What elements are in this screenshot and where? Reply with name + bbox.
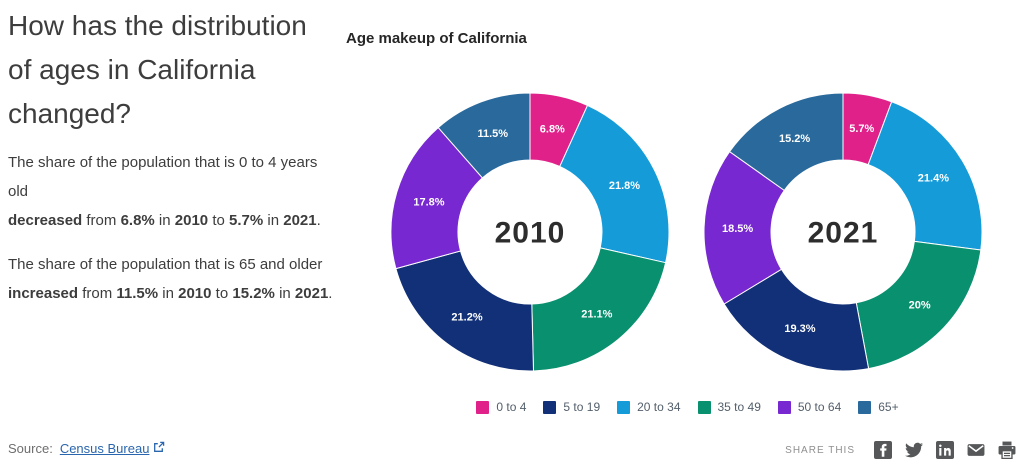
legend-label: 65+	[878, 400, 899, 414]
linkedin-icon[interactable]	[936, 441, 954, 459]
slice-value-label: 21.4%	[918, 172, 949, 184]
share-this-label: SHARE THIS	[785, 444, 855, 456]
slice-value-label: 15.2%	[779, 133, 810, 145]
slice-value-label: 17.8%	[413, 197, 444, 209]
slice-2021-20-to-34[interactable]	[867, 101, 983, 251]
legend-item-0-to-4[interactable]: 0 to 4	[476, 400, 526, 414]
external-link-icon	[153, 441, 165, 456]
page-title: How has the distribution of ages in Cali…	[8, 10, 307, 129]
slice-2010-65+[interactable]	[437, 92, 531, 179]
slice-value-label: 19.3%	[784, 323, 815, 335]
legend-label: 50 to 64	[797, 400, 842, 414]
slice-2021-35-to-49[interactable]	[855, 240, 982, 370]
legend-swatch	[543, 400, 557, 414]
twitter-icon[interactable]	[905, 441, 923, 459]
legend-label: 0 to 4	[496, 400, 527, 414]
legend-swatch	[777, 400, 791, 414]
legend-item-65+[interactable]: 65+	[858, 400, 899, 414]
slice-2010-5-to-19[interactable]	[395, 250, 535, 372]
legend-swatch	[697, 400, 711, 414]
slice-value-label: 18.5%	[722, 223, 753, 235]
chart-title: Age makeup of California	[346, 30, 527, 47]
donut-chart-2021: 5.7% 21.4% 20% 19.3% 18.5% 15.2% 2021	[703, 92, 983, 372]
slice-2010-20-to-34[interactable]	[559, 104, 670, 264]
intro-paragraph-2: The share of the population that is 65 a…	[8, 256, 333, 302]
chart-legend: 0 to 4 5 to 19 20 to 34 35 to 49 50 to 64 65+	[390, 400, 985, 414]
legend-label: 35 to 49	[717, 400, 761, 414]
slice-2021-50-to-64[interactable]	[703, 150, 785, 305]
slice-value-label: 6.8%	[540, 124, 565, 136]
legend-label: 5 to 19	[563, 400, 601, 414]
slice-value-label: 20%	[909, 299, 931, 311]
legend-item-20-to-34[interactable]: 20 to 34	[617, 400, 681, 414]
donut-svg-2021: 5.7% 21.4% 20% 19.3% 18.5% 15.2% 2021	[703, 92, 983, 372]
facebook-icon[interactable]	[874, 441, 892, 459]
legend-item-50-to-64[interactable]: 50 to 64	[777, 400, 842, 414]
intro-paragraph-1: The share of the population that is 0 to…	[8, 154, 321, 229]
donut-center-year-2021: 2021	[808, 217, 879, 250]
slice-value-label: 21.1%	[581, 308, 612, 320]
legend-swatch	[476, 400, 490, 414]
source-link[interactable]: Census Bureau	[60, 441, 166, 456]
slice-value-label: 21.2%	[451, 312, 482, 324]
slice-value-label: 11.5%	[477, 128, 508, 140]
legend-item-5-to-19[interactable]: 5 to 19	[543, 400, 600, 414]
donut-center-year-2010: 2010	[495, 217, 566, 250]
source-label: Source:	[8, 441, 53, 456]
slice-2010-35-to-49[interactable]	[531, 247, 667, 372]
legend-swatch	[617, 400, 631, 414]
slice-2021-5-to-19[interactable]	[723, 268, 870, 372]
legend-swatch	[858, 400, 872, 414]
slice-value-label: 21.8%	[609, 180, 640, 192]
legend-label: 20 to 34	[637, 400, 681, 414]
donut-svg-2010: 6.8% 21.8% 21.1% 21.2% 17.8% 11.5% 2010	[390, 92, 670, 372]
slice-value-label: 5.7%	[849, 123, 874, 135]
legend-item-35-to-49[interactable]: 35 to 49	[697, 400, 761, 414]
email-icon[interactable]	[967, 441, 985, 459]
print-icon[interactable]	[998, 441, 1016, 459]
donut-chart-2010: 6.8% 21.8% 21.1% 21.2% 17.8% 11.5% 2010	[390, 92, 670, 372]
intro-panel: How has the distribution of ages in Cali…	[8, 4, 336, 323]
share-row: SHARE THIS	[785, 440, 1016, 460]
slice-2021-65+[interactable]	[728, 92, 844, 192]
source-row: Source: Census Bureau	[8, 441, 165, 456]
